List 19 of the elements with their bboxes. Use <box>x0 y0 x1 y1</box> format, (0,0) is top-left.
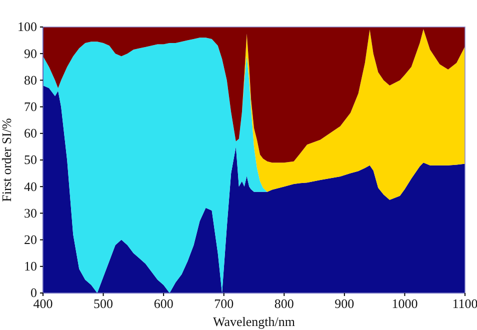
x-tick-label: 900 <box>334 296 354 312</box>
x-tick-label: 500 <box>94 296 114 312</box>
y-tick-label: 50 <box>24 152 37 168</box>
y-tick-label: 100 <box>18 19 37 34</box>
y-axis-title: First order SI/% <box>0 118 14 202</box>
x-tick-label: 600 <box>154 296 174 312</box>
y-tick-label: 10 <box>24 258 37 274</box>
x-tick-label: 800 <box>274 296 294 312</box>
y-tick-label: 40 <box>24 178 37 194</box>
y-tick-label: 20 <box>24 232 37 247</box>
y-tick-label: 60 <box>24 126 37 141</box>
y-tick-label: 90 <box>24 46 37 61</box>
x-tick-label: 1000 <box>392 296 418 312</box>
x-axis-title: Wavelength/nm <box>213 314 295 329</box>
y-tick-label: 80 <box>24 72 37 88</box>
y-tick-label: 70 <box>24 98 37 114</box>
y-tick-label: 30 <box>24 205 37 220</box>
x-tick-label: 700 <box>214 296 234 312</box>
x-tick-label: 1100 <box>452 296 477 312</box>
